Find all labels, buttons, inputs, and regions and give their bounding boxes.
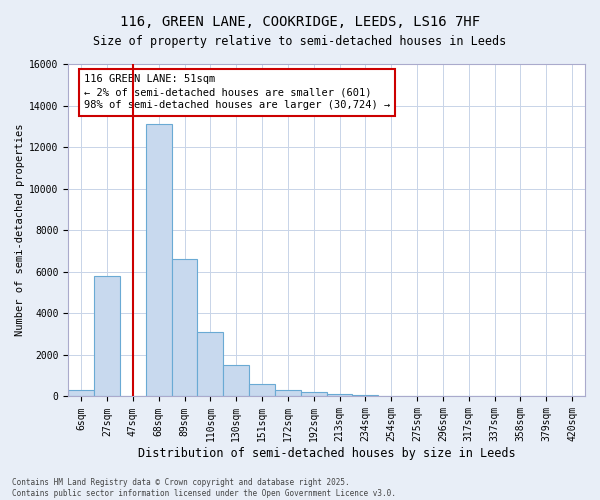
Y-axis label: Number of semi-detached properties: Number of semi-detached properties	[15, 124, 25, 336]
Text: 116 GREEN LANE: 51sqm
← 2% of semi-detached houses are smaller (601)
98% of semi: 116 GREEN LANE: 51sqm ← 2% of semi-detac…	[84, 74, 390, 110]
Bar	[197, 332, 223, 396]
Text: Contains HM Land Registry data © Crown copyright and database right 2025.
Contai: Contains HM Land Registry data © Crown c…	[12, 478, 396, 498]
Bar	[301, 392, 326, 396]
Bar	[172, 260, 197, 396]
Bar	[326, 394, 352, 396]
Text: Size of property relative to semi-detached houses in Leeds: Size of property relative to semi-detach…	[94, 35, 506, 48]
Bar	[223, 366, 249, 396]
Bar	[249, 384, 275, 396]
Bar	[146, 124, 172, 396]
Bar	[275, 390, 301, 396]
Bar	[94, 276, 120, 396]
Bar	[68, 390, 94, 396]
Text: 116, GREEN LANE, COOKRIDGE, LEEDS, LS16 7HF: 116, GREEN LANE, COOKRIDGE, LEEDS, LS16 …	[120, 15, 480, 29]
X-axis label: Distribution of semi-detached houses by size in Leeds: Distribution of semi-detached houses by …	[138, 447, 515, 460]
